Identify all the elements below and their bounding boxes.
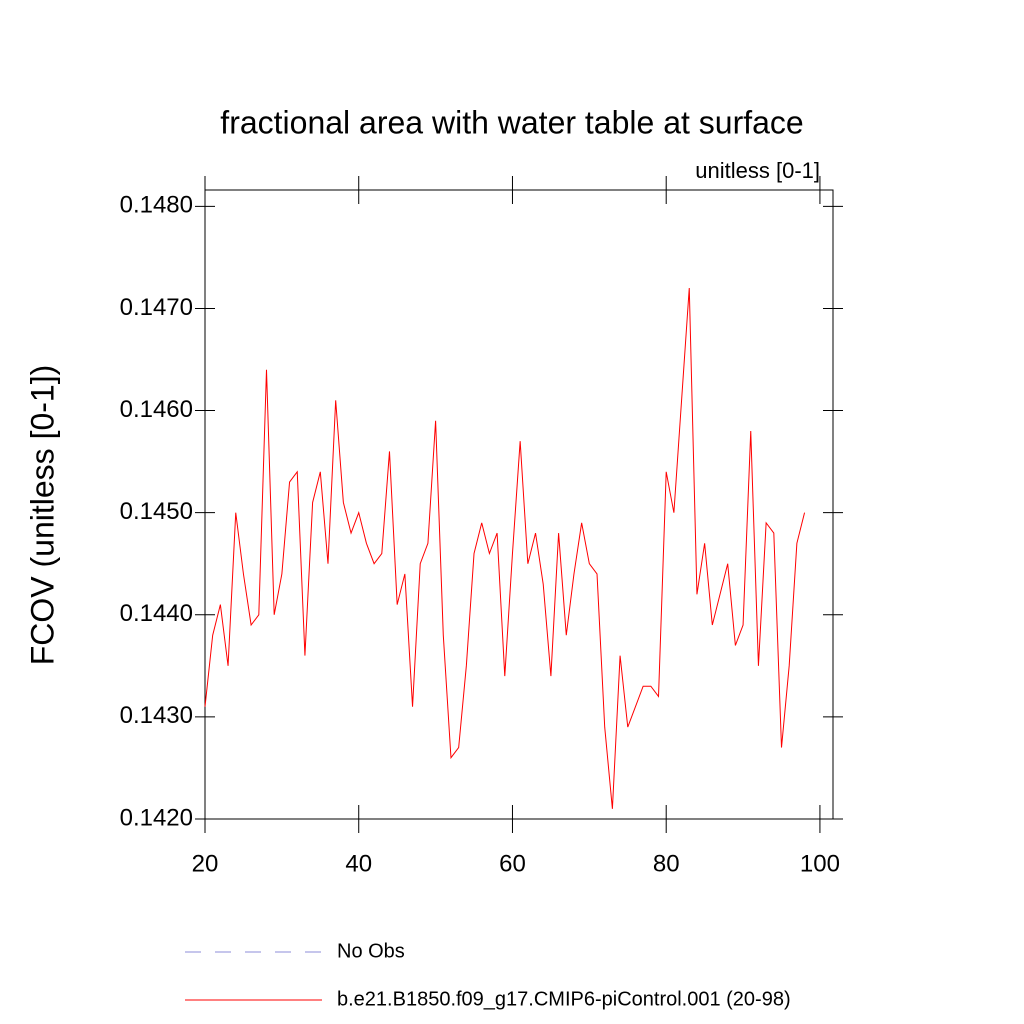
y-tick-label: 0.1470 [120, 294, 193, 321]
chart-subtitle: unitless [0-1] [695, 158, 820, 183]
x-tick-label: 100 [800, 850, 840, 877]
y-tick-label: 0.1440 [120, 600, 193, 627]
data-line [204, 287, 806, 809]
legend-label: b.e21.B1850.f09_g17.CMIP6-piControl.001 … [337, 988, 791, 1010]
y-tick-label: 0.1460 [120, 396, 193, 423]
plot-frame [204, 189, 834, 820]
y-tick-label: 0.1450 [120, 498, 193, 525]
x-tick-label: 20 [192, 850, 219, 877]
x-tick-label: 40 [345, 850, 372, 877]
y-tick-label: 0.1430 [120, 702, 193, 729]
x-tick-label: 60 [499, 850, 526, 877]
y-tick-label: 0.1480 [120, 192, 193, 219]
chart-title: fractional area with water table at surf… [220, 104, 803, 140]
legend-label: No Obs [337, 940, 405, 962]
x-tick-label: 80 [653, 850, 680, 877]
y-tick-label: 0.1420 [120, 804, 193, 831]
y-axis-label: FCOV (unitless [0-1]) [24, 365, 60, 666]
